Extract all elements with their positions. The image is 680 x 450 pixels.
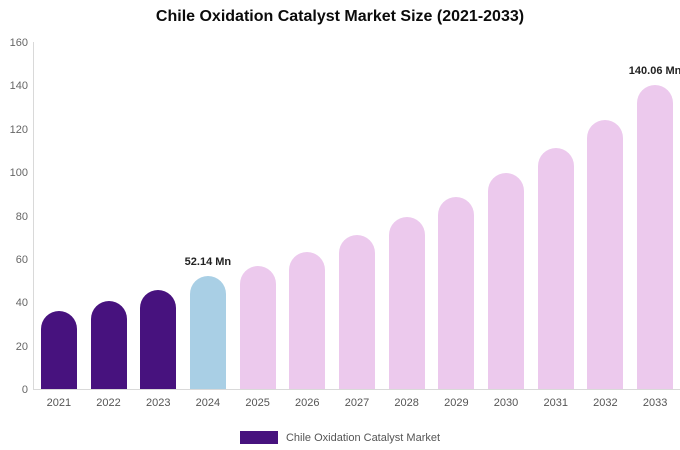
x-tick-label: 2031 [543,397,568,409]
legend: Chile Oxidation Catalyst Market [0,431,680,444]
y-tick-label: 140 [9,80,28,93]
bar-slot: 2028 [382,42,432,409]
bar-2026 [289,252,326,389]
bar-slot: 2026 [282,42,332,409]
bar-2033 [637,85,674,389]
legend-label[interactable]: Chile Oxidation Catalyst Market [285,431,441,444]
bar-slot: 2029 [432,42,482,409]
x-tick-label: 2024 [195,397,221,409]
y-tick-label: 20 [15,340,28,353]
x-tick-label: 2025 [245,397,270,409]
x-tick-label: 2033 [642,397,668,409]
bar-2025 [239,266,276,389]
plot-area: 2021 2022 2023 2024 52.14 Mn 2025 2026 2027 2028… [33,42,680,409]
x-tick-label: 2030 [493,397,519,409]
bar-2031 [537,148,574,389]
bar-slot: 2023 [133,42,183,409]
y-tick-label: 0 [21,384,28,396]
y-tick-label: 100 [9,167,28,180]
x-tick-label: 2026 [295,397,320,409]
y-tick-label: 160 [9,37,28,49]
bar-slot: 2024 52.14 Mn [183,42,233,409]
x-tick-label: 2022 [96,397,121,409]
bar-2030 [488,173,525,389]
y-tick-label: 40 [15,297,28,310]
y-tick-label: 120 [9,123,28,136]
y-axis: 0 20 40 60 80 100 120 140 160 [0,37,28,396]
x-tick-label: 2027 [344,397,370,409]
bar-slot: 2033 140.06 Mn [628,42,680,409]
bar-2032 [587,120,624,389]
x-tick-label: 2021 [46,397,72,409]
bar-2023 [140,290,177,389]
y-tick-label: 60 [15,253,28,266]
bar-2027 [338,235,375,389]
bar-slot: 2027 [332,42,382,409]
bar-slot: 2030 [481,42,531,409]
bar-slot: 2032 [581,42,631,409]
bar-2028 [388,216,425,389]
bar-slot: 2022 [84,42,134,409]
bar-slot: 2021 [34,42,84,409]
bar-slot: 2025 [233,42,283,409]
bar-2021 [40,310,77,389]
bar-2029 [438,197,475,389]
data-label: 52.14 Mn [184,255,232,268]
bar-slot: 2031 [531,42,581,409]
x-tick-label: 2028 [394,397,419,409]
bar-2024 [189,275,226,389]
x-tick-label: 2032 [593,397,618,409]
x-tick-label: 2029 [444,397,469,409]
bar-2022 [90,301,127,389]
data-label: 140.06 Mn [628,65,680,78]
x-tick-label: 2023 [145,397,171,409]
y-tick-label: 80 [15,210,28,223]
chart-title: Chile Oxidation Catalyst Market Size (20… [155,8,525,25]
legend-swatch[interactable] [239,431,278,444]
